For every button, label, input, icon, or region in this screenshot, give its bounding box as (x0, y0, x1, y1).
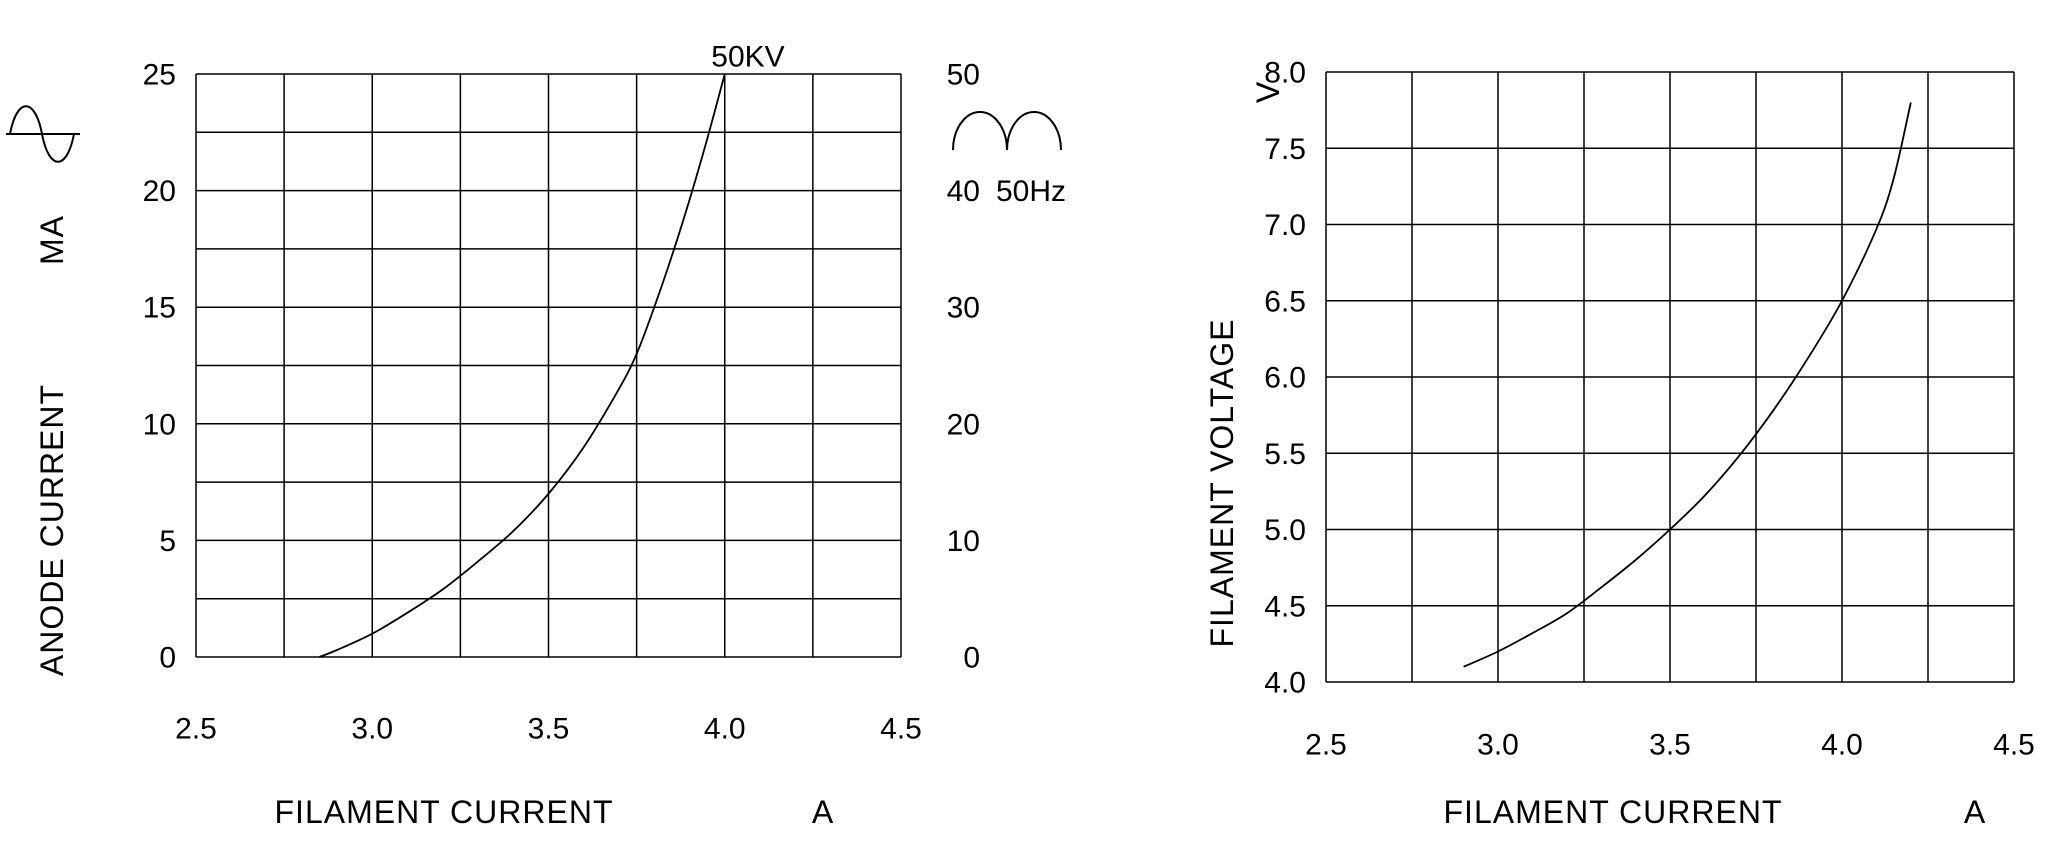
right-y-tick-label: 0 (963, 642, 980, 675)
y-tick-label: 8.0 (1264, 57, 1306, 90)
y-tick-label: 5.0 (1264, 514, 1306, 547)
full-wave-rectified-icon (952, 111, 1062, 151)
50KV-curve (319, 73, 726, 658)
y-tick-label: 6.0 (1264, 362, 1306, 395)
y-tick-label: 15 (143, 292, 176, 325)
x-tick-label: 3.5 (528, 713, 570, 746)
x-axis-title: FILAMENT CURRENT (275, 794, 614, 830)
y-tick-label: 6.5 (1264, 285, 1306, 318)
right-y-tick-label: 40 (947, 175, 980, 208)
right-y-tick-label: 30 (947, 292, 980, 325)
y-tick-label: 5.5 (1264, 438, 1306, 471)
x-tick-label: 4.0 (1821, 729, 1863, 762)
x-tick-label: 2.5 (175, 713, 217, 746)
x-tick-label: 3.5 (1649, 729, 1691, 762)
y-tick-label: 10 (143, 408, 176, 441)
y-tick-label: 0 (159, 642, 176, 675)
x-tick-label: 4.0 (704, 713, 746, 746)
anode-current-vs-filament-current: 2.5 3.0 3.5 4.0 4.525201510505040302010050Hz… (6, 41, 1066, 830)
y-tick-label: 4.5 (1264, 590, 1306, 623)
y-tick-label: 4.0 (1264, 667, 1306, 700)
x-tick-label: 4.5 (880, 713, 922, 746)
right-y-tick-label: 20 (947, 408, 980, 441)
y-tick-label: 20 (143, 175, 176, 208)
x-tick-label: 4.5 (1993, 729, 2035, 762)
sine-wave-path (9, 105, 75, 163)
x-tick-label: 3.0 (1477, 729, 1519, 762)
y-tick-label: 25 (143, 59, 176, 92)
x-axis-unit: A (1964, 794, 1986, 830)
grid (195, 73, 902, 658)
y-tick-label: 5 (159, 525, 176, 558)
right-y-tick-label: 10 (947, 525, 980, 558)
filament-voltage-vs-filament-current: 2.5 3.0 3.5 4.0 4.5 8.0 7.5 7.0 6.5 6.0 5.5 5.0 4.5 4… (1204, 57, 2035, 831)
x-axis-title: FILAMENT CURRENT (1444, 794, 1783, 830)
y-axis-title: FILAMENT VOLTAGE (1204, 319, 1240, 648)
grid (1325, 71, 2015, 683)
y-tick-label: 7.0 (1264, 209, 1306, 242)
filament-voltage-curve (1463, 102, 1912, 668)
y-axis-unit: V (1250, 81, 1286, 103)
y-tick-label: 7.5 (1264, 133, 1306, 166)
full-wave-path (952, 111, 1062, 151)
x-axis-unit: A (812, 794, 834, 830)
x-tick-label: 3.0 (351, 713, 393, 746)
y-axis-unit: MA (34, 215, 70, 265)
x-tick-label: 2.5 (1305, 729, 1347, 762)
y-axis-title: ANODE CURRENT (34, 384, 70, 676)
right-y-tick-label: 50 (947, 59, 980, 92)
series-label: 50KV (711, 41, 784, 74)
sine-wave-icon (6, 105, 80, 163)
frequency-annotation: 50Hz (996, 175, 1066, 208)
